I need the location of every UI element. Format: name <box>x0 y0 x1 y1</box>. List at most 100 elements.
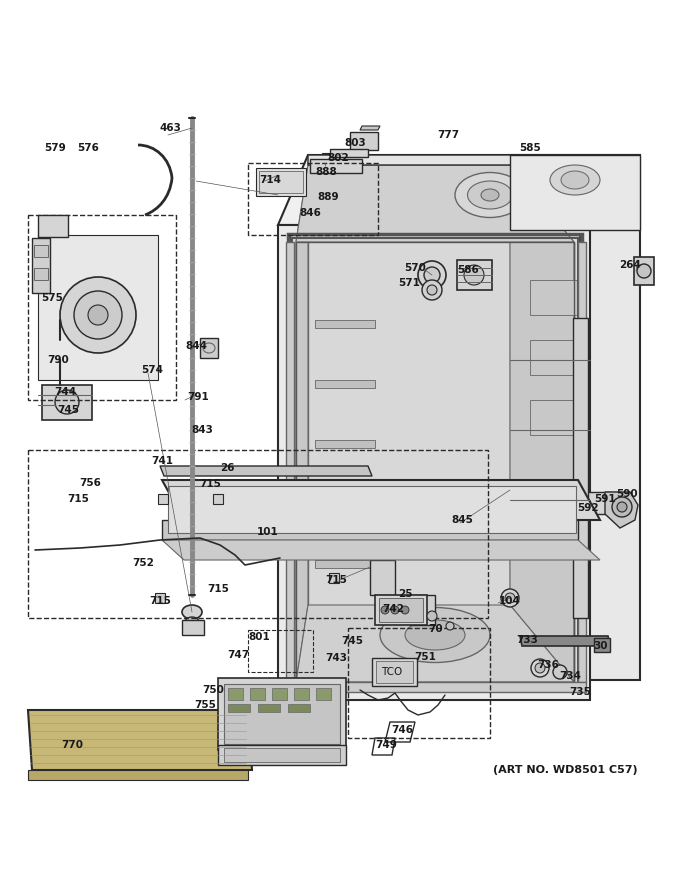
Circle shape <box>531 659 549 677</box>
Bar <box>168 486 576 533</box>
Text: 743: 743 <box>325 653 347 663</box>
Polygon shape <box>28 710 252 770</box>
Circle shape <box>427 285 437 295</box>
Bar <box>256 168 306 196</box>
Polygon shape <box>162 520 578 540</box>
Bar <box>329 573 339 583</box>
Bar <box>372 658 417 686</box>
Polygon shape <box>278 155 640 225</box>
Text: 592: 592 <box>577 503 599 513</box>
Text: 714: 714 <box>259 175 281 185</box>
Text: 888: 888 <box>315 167 337 177</box>
Circle shape <box>505 593 515 603</box>
Circle shape <box>612 497 632 517</box>
Text: 752: 752 <box>132 558 154 568</box>
Text: 591: 591 <box>594 494 616 504</box>
Bar <box>315 560 375 568</box>
Text: 734: 734 <box>559 671 581 681</box>
Bar <box>410 595 435 625</box>
Text: 777: 777 <box>437 130 459 140</box>
Text: 791: 791 <box>187 392 209 402</box>
Text: 70: 70 <box>428 624 443 634</box>
Polygon shape <box>296 165 308 682</box>
Circle shape <box>88 305 108 325</box>
Text: 575: 575 <box>41 293 63 303</box>
Bar <box>272 688 287 700</box>
Text: 733: 733 <box>516 635 538 645</box>
Text: 574: 574 <box>141 365 163 375</box>
Text: 104: 104 <box>499 596 521 606</box>
Text: 844: 844 <box>185 341 207 351</box>
Ellipse shape <box>405 620 465 650</box>
Ellipse shape <box>561 171 589 189</box>
Bar <box>200 338 218 358</box>
Bar <box>213 494 223 504</box>
Polygon shape <box>162 540 600 560</box>
Circle shape <box>464 265 484 285</box>
Text: 736: 736 <box>537 660 559 670</box>
Text: 571: 571 <box>398 278 420 288</box>
Bar <box>224 748 340 762</box>
Text: 715: 715 <box>199 479 221 489</box>
Bar <box>292 238 578 686</box>
Ellipse shape <box>182 605 202 619</box>
Text: 579: 579 <box>44 143 66 153</box>
Text: 463: 463 <box>159 123 181 133</box>
Text: 845: 845 <box>451 515 473 525</box>
Bar <box>530 280 585 315</box>
Polygon shape <box>520 636 610 646</box>
Bar <box>34 268 48 280</box>
Bar <box>294 688 309 700</box>
Text: TCO: TCO <box>381 667 403 677</box>
Circle shape <box>422 280 442 300</box>
Circle shape <box>535 663 545 673</box>
Bar <box>34 245 48 257</box>
Bar <box>315 500 375 508</box>
Text: 756: 756 <box>79 478 101 488</box>
Circle shape <box>427 611 437 621</box>
Text: 590: 590 <box>616 489 638 499</box>
Bar <box>28 450 488 618</box>
Text: 742: 742 <box>382 604 404 614</box>
Bar <box>250 688 265 700</box>
Text: 715: 715 <box>67 494 89 504</box>
Bar <box>530 340 585 375</box>
Circle shape <box>401 606 409 614</box>
Text: 576: 576 <box>77 143 99 153</box>
Bar <box>286 242 294 682</box>
Polygon shape <box>510 155 640 680</box>
Bar <box>375 595 427 625</box>
Bar <box>290 235 580 690</box>
Bar <box>370 560 395 595</box>
Bar <box>286 682 586 692</box>
Polygon shape <box>605 492 638 528</box>
Bar <box>457 260 492 290</box>
Bar <box>218 745 346 765</box>
Bar <box>330 149 368 157</box>
Polygon shape <box>162 480 600 520</box>
Circle shape <box>381 606 389 614</box>
Bar <box>228 704 250 712</box>
Text: 25: 25 <box>398 589 412 599</box>
Polygon shape <box>42 385 92 420</box>
Bar <box>634 257 654 285</box>
Ellipse shape <box>468 181 513 209</box>
Bar <box>248 630 313 672</box>
Bar <box>248 163 378 235</box>
Text: 745: 745 <box>341 636 363 646</box>
Bar <box>182 620 204 635</box>
Text: 585: 585 <box>519 143 541 153</box>
Bar <box>315 380 375 388</box>
Polygon shape <box>278 225 590 700</box>
Circle shape <box>424 267 440 283</box>
Text: 30: 30 <box>594 641 608 651</box>
Text: 744: 744 <box>54 387 76 397</box>
Ellipse shape <box>455 172 525 217</box>
Circle shape <box>74 291 122 339</box>
Polygon shape <box>308 165 510 680</box>
Text: 745: 745 <box>57 405 79 415</box>
Bar <box>28 215 176 400</box>
Bar <box>348 628 490 738</box>
Bar <box>218 678 346 750</box>
Text: 749: 749 <box>375 740 397 750</box>
